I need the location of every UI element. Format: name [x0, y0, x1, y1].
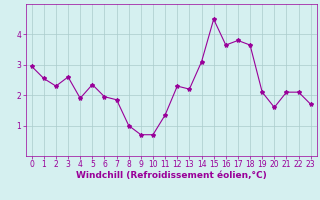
- X-axis label: Windchill (Refroidissement éolien,°C): Windchill (Refroidissement éolien,°C): [76, 171, 267, 180]
